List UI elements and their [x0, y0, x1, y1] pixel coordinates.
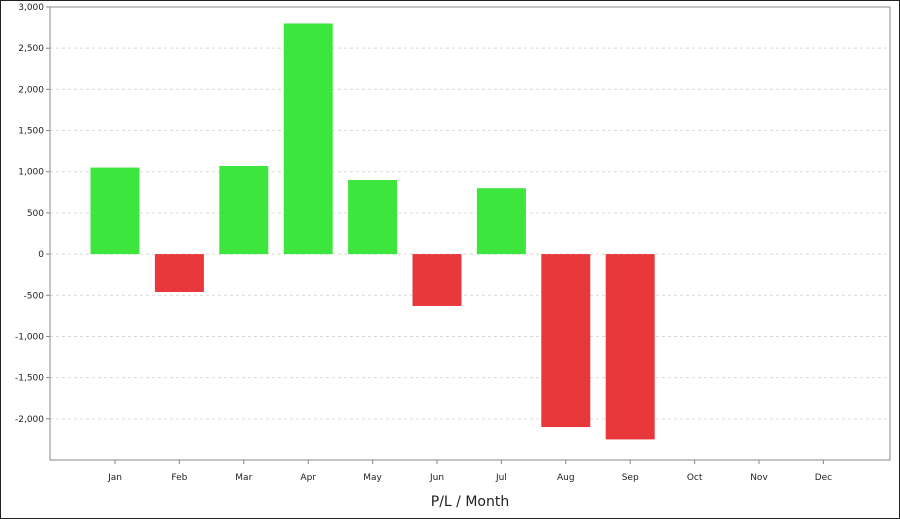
- x-tick-label: Aug: [557, 473, 575, 483]
- x-axis-label: P/L / Month: [431, 494, 509, 510]
- x-tick-label: Oct: [687, 473, 703, 483]
- x-tick-label: Jan: [107, 473, 122, 483]
- y-tick-label: 2,000: [18, 85, 44, 95]
- y-tick-label: -1,000: [15, 332, 44, 342]
- bar-jul: [476, 188, 526, 255]
- y-tick-label: 2,500: [18, 44, 44, 54]
- y-tick-label: -1,500: [15, 374, 44, 384]
- y-tick-label: 1,500: [18, 127, 44, 137]
- y-tick-label: -2,000: [15, 415, 44, 425]
- bar-mar: [219, 165, 269, 255]
- plot-area: [49, 6, 891, 461]
- bar-jan: [90, 167, 140, 255]
- x-tick-label: Feb: [171, 473, 187, 483]
- x-tick-label: Jun: [429, 473, 444, 483]
- bar-apr: [283, 23, 333, 255]
- x-tick-label: Dec: [815, 473, 832, 483]
- bar-may: [348, 179, 398, 255]
- x-tick-label: May: [363, 473, 382, 483]
- gridlines: [50, 6, 890, 420]
- bar-aug: [541, 254, 591, 428]
- y-tick-label: -500: [24, 291, 45, 301]
- bar-feb: [154, 254, 204, 292]
- y-tick-label: 1,000: [18, 168, 44, 178]
- x-tick-label: Mar: [235, 473, 252, 483]
- y-tick-label: 500: [27, 209, 44, 219]
- x-tick-label: Jul: [495, 473, 507, 483]
- y-tick-label: 0: [38, 250, 44, 260]
- y-tick-label: 3,000: [18, 3, 44, 13]
- x-tick-label: Sep: [622, 473, 639, 483]
- bar-sep: [605, 254, 655, 440]
- y-axis-ticks: 3,000 2,500 2,000 1,500 1,000 500 0 -500 -1,000 -…: [15, 3, 50, 425]
- x-tick-label: Nov: [750, 473, 768, 483]
- x-tick-label: Apr: [300, 473, 316, 483]
- x-axis-ticks: Jan Feb Mar Apr May Jun Jul Aug Sep Oct Nov Dec: [107, 460, 832, 483]
- bars: [90, 23, 655, 440]
- bar-jun: [412, 254, 462, 306]
